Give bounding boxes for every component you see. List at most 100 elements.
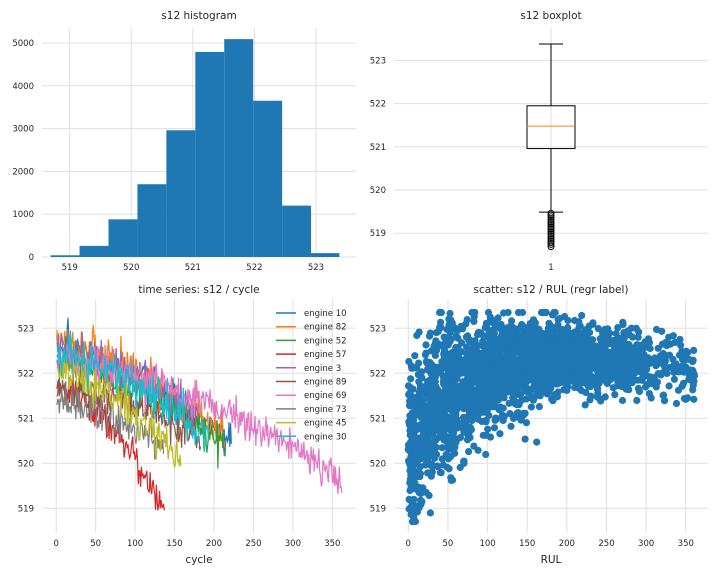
scatter-panel: 519 520 521 522 523 0 50 100 150 200 250 300 350 sca… xyxy=(370,284,708,566)
scatter-xtick-label: 250 xyxy=(598,539,614,549)
scatter-point xyxy=(406,479,414,487)
boxplot-xtick-label: 1 xyxy=(548,263,553,273)
boxplot-outlier xyxy=(547,220,555,228)
scatter-point xyxy=(465,448,473,456)
scatter-point xyxy=(547,333,555,341)
scatter-xlabel: RUL xyxy=(541,554,562,566)
scatter-point xyxy=(660,362,669,370)
scatter-point xyxy=(463,436,472,444)
scatter-point xyxy=(424,458,432,466)
scatter-point xyxy=(424,469,432,477)
scatter-point xyxy=(678,362,686,370)
scatter-point xyxy=(524,327,532,335)
scatter-point xyxy=(481,347,489,355)
scatter-point xyxy=(571,383,579,391)
scatter-point xyxy=(430,342,438,350)
scatter-point xyxy=(484,425,492,433)
scatter-point xyxy=(522,419,531,427)
scatter-point xyxy=(686,366,695,374)
scatter-point xyxy=(423,366,432,374)
boxplot-outlier xyxy=(547,218,555,226)
scatter-point xyxy=(423,403,431,411)
scatter-point xyxy=(562,348,570,356)
scatter-point xyxy=(452,343,460,352)
scatter-point xyxy=(425,450,433,458)
scatter-point xyxy=(491,317,499,325)
timeseries-ytick-label: 519 xyxy=(18,504,34,514)
histogram-bar xyxy=(282,205,312,257)
scatter-point xyxy=(482,450,490,459)
scatter-point xyxy=(452,363,460,371)
scatter-point xyxy=(586,364,594,372)
legend-label: engine 52 xyxy=(304,336,347,346)
scatter-point xyxy=(422,341,430,349)
scatter-point xyxy=(539,357,548,365)
scatter-point xyxy=(415,483,423,491)
scatter-point xyxy=(485,401,493,409)
histogram-ytick-label: 3000 xyxy=(12,125,34,135)
scatter-point xyxy=(428,371,436,379)
scatter-ytick-label: 520 xyxy=(370,459,386,469)
scatter-point xyxy=(467,388,475,396)
scatter-point xyxy=(614,334,622,342)
scatter-point xyxy=(450,424,458,432)
scatter-point xyxy=(452,438,460,447)
scatter-point xyxy=(483,324,491,332)
scatter-point xyxy=(426,391,434,399)
scatter-point xyxy=(647,394,655,402)
scatter-point xyxy=(490,424,499,432)
scatter-point xyxy=(634,333,642,341)
scatter-point xyxy=(488,332,496,340)
scatter-point xyxy=(648,357,656,365)
scatter-point xyxy=(451,393,459,401)
scatter-point xyxy=(504,308,512,317)
boxplot-outlier xyxy=(547,234,555,242)
scatter-point xyxy=(648,380,656,388)
timeseries-panel: 519 520 521 522 523 0 50 100 150 200 250 300 350 eng… xyxy=(18,284,356,566)
scatter-point xyxy=(507,422,515,430)
scatter-point xyxy=(438,391,446,399)
scatter-point xyxy=(575,323,583,331)
scatter-point xyxy=(517,416,525,424)
scatter-point xyxy=(405,357,413,366)
scatter-point xyxy=(445,465,453,473)
scatter-point xyxy=(505,383,513,391)
scatter-point xyxy=(658,353,667,361)
scatter-point xyxy=(426,509,434,517)
scatter-point xyxy=(671,338,679,346)
scatter-point xyxy=(405,457,413,465)
legend-label: engine 57 xyxy=(304,350,347,360)
scatter-point xyxy=(502,353,510,361)
scatter-point xyxy=(428,420,436,428)
scatter-point xyxy=(508,317,516,325)
boxplot-ticks: 519 520 521 522 523 1 xyxy=(370,56,554,273)
scatter-point xyxy=(451,386,459,394)
scatter-point xyxy=(456,463,464,472)
boxplot-outlier xyxy=(547,230,555,238)
scatter-point xyxy=(421,351,429,359)
scatter-point xyxy=(428,361,436,369)
scatter-point xyxy=(583,337,592,346)
scatter-ticks: 519 520 521 522 523 0 50 100 150 200 250 300 350 xyxy=(370,324,694,549)
scatter-point xyxy=(491,322,499,330)
scatter-ytick-label: 519 xyxy=(370,504,386,514)
scatter-point xyxy=(505,399,513,407)
scatter-point xyxy=(432,450,441,458)
scatter-point xyxy=(490,344,498,352)
scatter-point xyxy=(558,325,566,334)
scatter-point xyxy=(515,349,523,357)
scatter-point xyxy=(499,413,507,421)
histogram-bar xyxy=(50,255,80,257)
boxplot-grid xyxy=(394,28,708,257)
timeseries-xlabel: cycle xyxy=(185,554,212,566)
scatter-point xyxy=(480,390,488,398)
legend-label: engine 73 xyxy=(304,405,347,415)
scatter-point xyxy=(460,422,468,430)
scatter-point xyxy=(630,370,638,378)
scatter-point xyxy=(406,402,414,410)
scatter-point xyxy=(586,328,594,337)
scatter-point xyxy=(440,333,448,341)
boxplot-outlier xyxy=(547,227,555,235)
scatter-point xyxy=(679,356,687,364)
scatter-point xyxy=(436,308,444,317)
